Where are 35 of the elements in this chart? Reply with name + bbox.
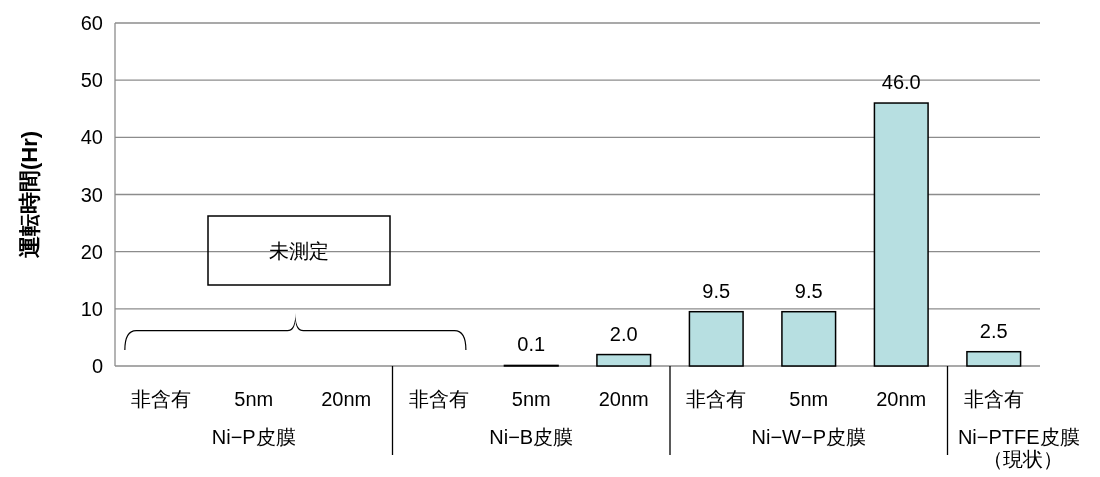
bar [781, 310, 837, 367]
bar [873, 102, 929, 367]
x-tick-label: 20nm [598, 388, 649, 410]
text: Ni−B皮膜 [489, 426, 574, 448]
data-label: 9.5 [794, 279, 823, 302]
annotation: 未測定 [269, 240, 329, 262]
text: Ni−P皮膜 [211, 426, 296, 448]
x-tick-label: 非含有 [131, 388, 192, 410]
y-tick-label: 60 [80, 12, 103, 34]
data-label: 9.5 [702, 279, 731, 302]
x-tick-label: 5nm [234, 388, 274, 410]
x-tick-label: 20nm [876, 388, 927, 410]
y-tick-label: 10 [80, 297, 103, 320]
y-tick-label: 0 [91, 355, 103, 377]
x-tick-label: 非含有 [408, 388, 469, 410]
data-label: 2.0 [609, 322, 638, 345]
text: Ni−PTFE皮膜 [957, 426, 1080, 448]
data-label: 46.0 [881, 71, 921, 94]
x-tick-label: 5nm [789, 388, 829, 410]
bar [688, 310, 744, 367]
x-tick-label: 非含有 [686, 388, 747, 410]
bar [966, 350, 1022, 367]
data-label: 0.1 [517, 333, 546, 356]
data-label: 2.5 [979, 319, 1008, 342]
y-tick-label: 20 [80, 240, 103, 263]
text: Ni−W−P皮膜 [751, 426, 866, 448]
y-tick-label: 30 [80, 183, 103, 206]
text: （現状） [982, 448, 1063, 470]
y-tick-label: 50 [80, 69, 103, 92]
x-tick-label: 5nm [511, 388, 551, 410]
x-tick-label: 20nm [321, 388, 372, 410]
y-axis-title: 運転時間(Hr) [17, 130, 42, 259]
bar [596, 353, 652, 367]
x-tick-label: 非含有 [963, 388, 1024, 410]
y-tick-label: 40 [80, 126, 103, 149]
